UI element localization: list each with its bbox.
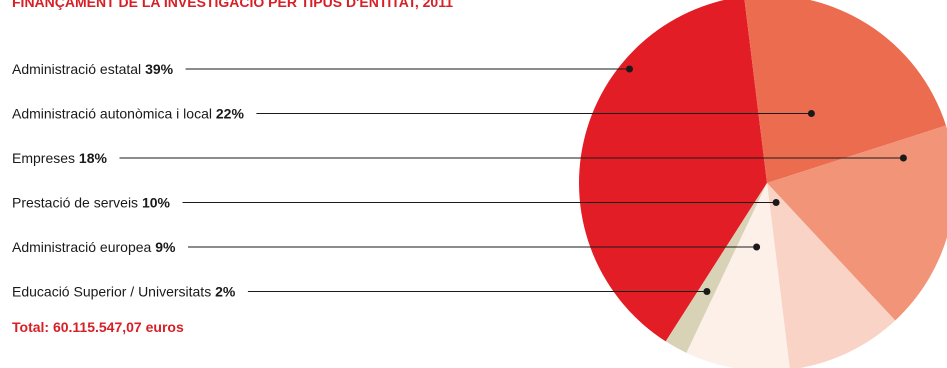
legend-label: Administració estatal 39% xyxy=(12,61,174,77)
legend-labels: Administració estatal 39% Administració a… xyxy=(12,61,244,300)
pie-slice xyxy=(767,183,896,368)
legend-label: Educació Superior / Universitats 2% xyxy=(12,284,236,300)
legend-percent: 10% xyxy=(142,195,171,211)
legend-percent: 2% xyxy=(215,284,236,300)
legend-percent: 9% xyxy=(155,239,176,255)
pie-slices xyxy=(579,0,947,368)
chart-title: FINANÇAMENT DE LA INVESTIGACIÓ PER TIPUS… xyxy=(12,0,453,10)
legend-label: Administració europea 9% xyxy=(12,239,176,255)
leader-lines xyxy=(119,65,907,295)
total-amount: Total: 60.115.547,07 euros xyxy=(12,319,184,335)
legend-category: Administració autonòmica i local xyxy=(12,106,216,122)
pie-slice xyxy=(686,183,790,368)
legend-percent: 18% xyxy=(79,150,108,166)
leader-dot xyxy=(703,288,711,295)
leader-dot xyxy=(772,199,780,206)
leader-dot xyxy=(807,110,815,117)
pie-slice xyxy=(665,183,767,353)
legend-label: Prestació de serveis 10% xyxy=(12,195,171,211)
leader-dot xyxy=(753,243,761,251)
legend-category: Empreses xyxy=(12,150,79,166)
leader-dot xyxy=(899,154,907,162)
legend-percent: 39% xyxy=(145,61,174,77)
pie-slice xyxy=(744,0,946,183)
legend-category: Prestació de serveis xyxy=(12,195,142,211)
leader-dot xyxy=(626,65,633,73)
pie-slice xyxy=(579,0,767,342)
legend-category: Administració estatal xyxy=(12,61,145,77)
legend-category: Educació Superior / Universitats xyxy=(12,284,215,300)
legend-percent: 22% xyxy=(216,106,245,122)
legend-label: Administració autonòmica i local 22% xyxy=(12,106,244,122)
legend-label: Empreses 18% xyxy=(12,150,107,166)
legend-category: Administració europea xyxy=(12,239,155,255)
pie-slice xyxy=(767,125,947,321)
